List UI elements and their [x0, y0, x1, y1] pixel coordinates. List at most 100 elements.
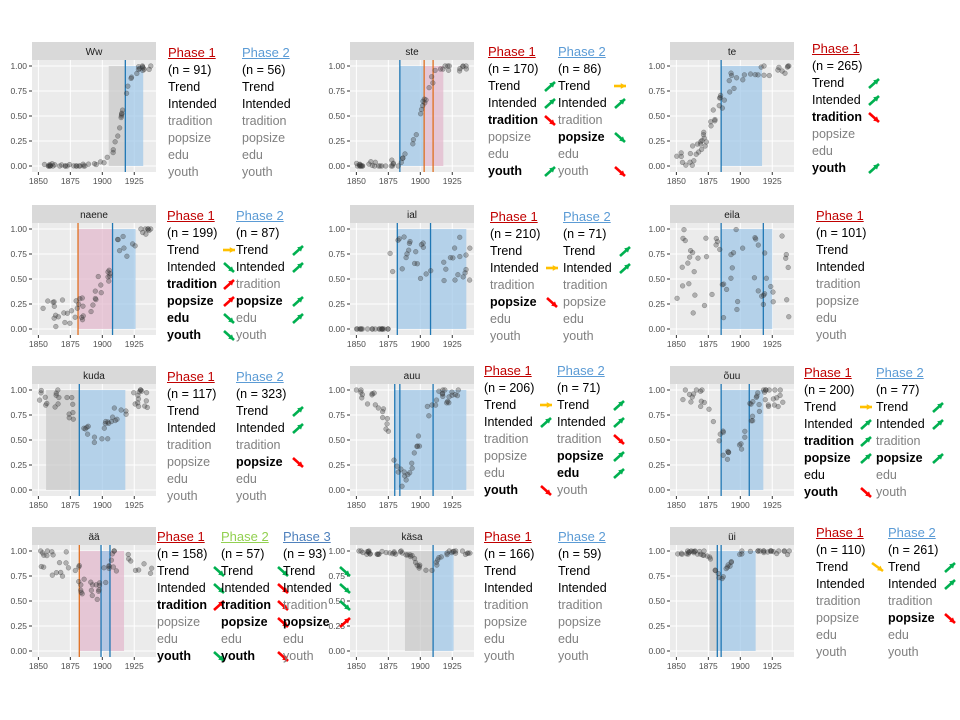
x-tick-label: 1875: [61, 661, 80, 671]
phase-title: Phase 2: [563, 209, 611, 224]
data-point: [114, 416, 120, 422]
trend-arrow-icon: [614, 83, 626, 89]
trend-arrow-icon: [544, 98, 556, 109]
predictor-youth: youth: [488, 164, 523, 178]
x-tick-label: 1850: [347, 500, 366, 510]
data-point: [752, 234, 758, 241]
data-point: [45, 163, 52, 169]
data-point: [56, 394, 62, 401]
data-point: [456, 68, 463, 74]
predictor-Intended: Intended: [236, 421, 285, 435]
predictor-edu: edu: [484, 466, 505, 480]
data-point: [128, 74, 135, 80]
data-point: [687, 254, 693, 260]
data-point: [777, 387, 783, 393]
predictor-Intended: Intended: [876, 417, 925, 431]
y-tick-label: 0.00: [10, 485, 27, 495]
data-point: [67, 320, 73, 326]
phase-count: (n = 101): [816, 226, 867, 240]
data-point: [44, 552, 50, 559]
data-point: [678, 550, 685, 556]
data-point: [77, 163, 83, 169]
data-point: [438, 554, 444, 560]
data-point: [148, 63, 154, 69]
x-tick-label: 1900: [731, 339, 750, 349]
predictor-edu: edu: [888, 628, 909, 642]
predictor-tradition: tradition: [484, 432, 529, 446]
predictor-edu: edu: [876, 468, 897, 482]
data-point: [697, 388, 704, 394]
predictor-Intended: Intended: [563, 261, 612, 275]
data-point: [68, 308, 75, 314]
data-point: [724, 564, 731, 570]
data-point: [44, 548, 51, 554]
data-point: [717, 431, 723, 437]
data-point: [784, 64, 791, 70]
predictor-youth: youth: [242, 165, 273, 179]
data-point: [774, 395, 780, 401]
panel-ää: ää 0.00 0.25 0.50 0.75 1.00 1850 1875 1900 1925: [10, 527, 156, 671]
data-point: [398, 159, 404, 166]
trend-arrow-icon: [871, 561, 884, 573]
data-point: [708, 123, 714, 129]
trend-arrow-icon: [213, 651, 225, 662]
data-point: [84, 431, 91, 437]
data-point: [713, 242, 719, 248]
data-point: [379, 326, 386, 332]
predictor-Trend: Trend: [804, 400, 837, 414]
data-point: [773, 550, 780, 557]
data-point: [389, 551, 396, 557]
y-tick-label: 0.75: [648, 410, 665, 420]
data-point: [785, 264, 791, 271]
data-point: [784, 551, 791, 558]
data-point: [749, 413, 756, 419]
data-point: [420, 244, 426, 250]
trend-arrow-icon: [868, 78, 880, 89]
data-point: [765, 402, 771, 408]
data-point: [146, 227, 152, 234]
data-point: [88, 579, 94, 585]
data-point: [106, 278, 112, 284]
data-point: [761, 63, 767, 69]
data-point: [701, 129, 707, 135]
data-point: [358, 163, 364, 169]
data-point: [679, 264, 685, 270]
trend-arrow-icon: [546, 265, 558, 271]
phase-title: Phase 1: [804, 365, 852, 380]
data-point: [364, 551, 370, 557]
strip-bg: [350, 366, 474, 384]
data-point: [132, 401, 138, 407]
data-point: [460, 274, 466, 280]
x-tick-label: 1850: [667, 176, 686, 186]
data-point: [747, 400, 753, 407]
data-point: [423, 271, 429, 277]
x-tick-label: 1875: [379, 661, 398, 671]
data-point: [455, 272, 461, 278]
data-point: [53, 392, 59, 398]
data-point: [454, 393, 461, 399]
trend-arrow-icon: [614, 98, 626, 109]
data-point: [460, 64, 466, 70]
y-tick-label: 0.50: [648, 111, 665, 121]
data-point: [403, 254, 409, 261]
data-point: [464, 550, 470, 556]
predictor-popsize: popsize: [888, 611, 935, 625]
data-point: [698, 146, 705, 153]
data-point: [770, 396, 777, 402]
data-point: [55, 401, 61, 407]
data-point: [399, 266, 405, 272]
data-point: [728, 70, 734, 76]
data-point: [763, 387, 769, 393]
data-point: [125, 83, 131, 89]
data-point: [728, 275, 734, 281]
data-point: [449, 549, 455, 556]
predictor-Intended: Intended: [490, 261, 539, 275]
data-point: [374, 551, 381, 557]
data-point: [767, 548, 773, 554]
data-point: [446, 548, 452, 554]
data-point: [125, 551, 131, 558]
predictor-popsize: popsize: [484, 449, 528, 463]
data-point: [691, 548, 698, 555]
y-tick-label: 0.50: [328, 274, 345, 284]
x-tick-label: 1900: [731, 176, 750, 186]
